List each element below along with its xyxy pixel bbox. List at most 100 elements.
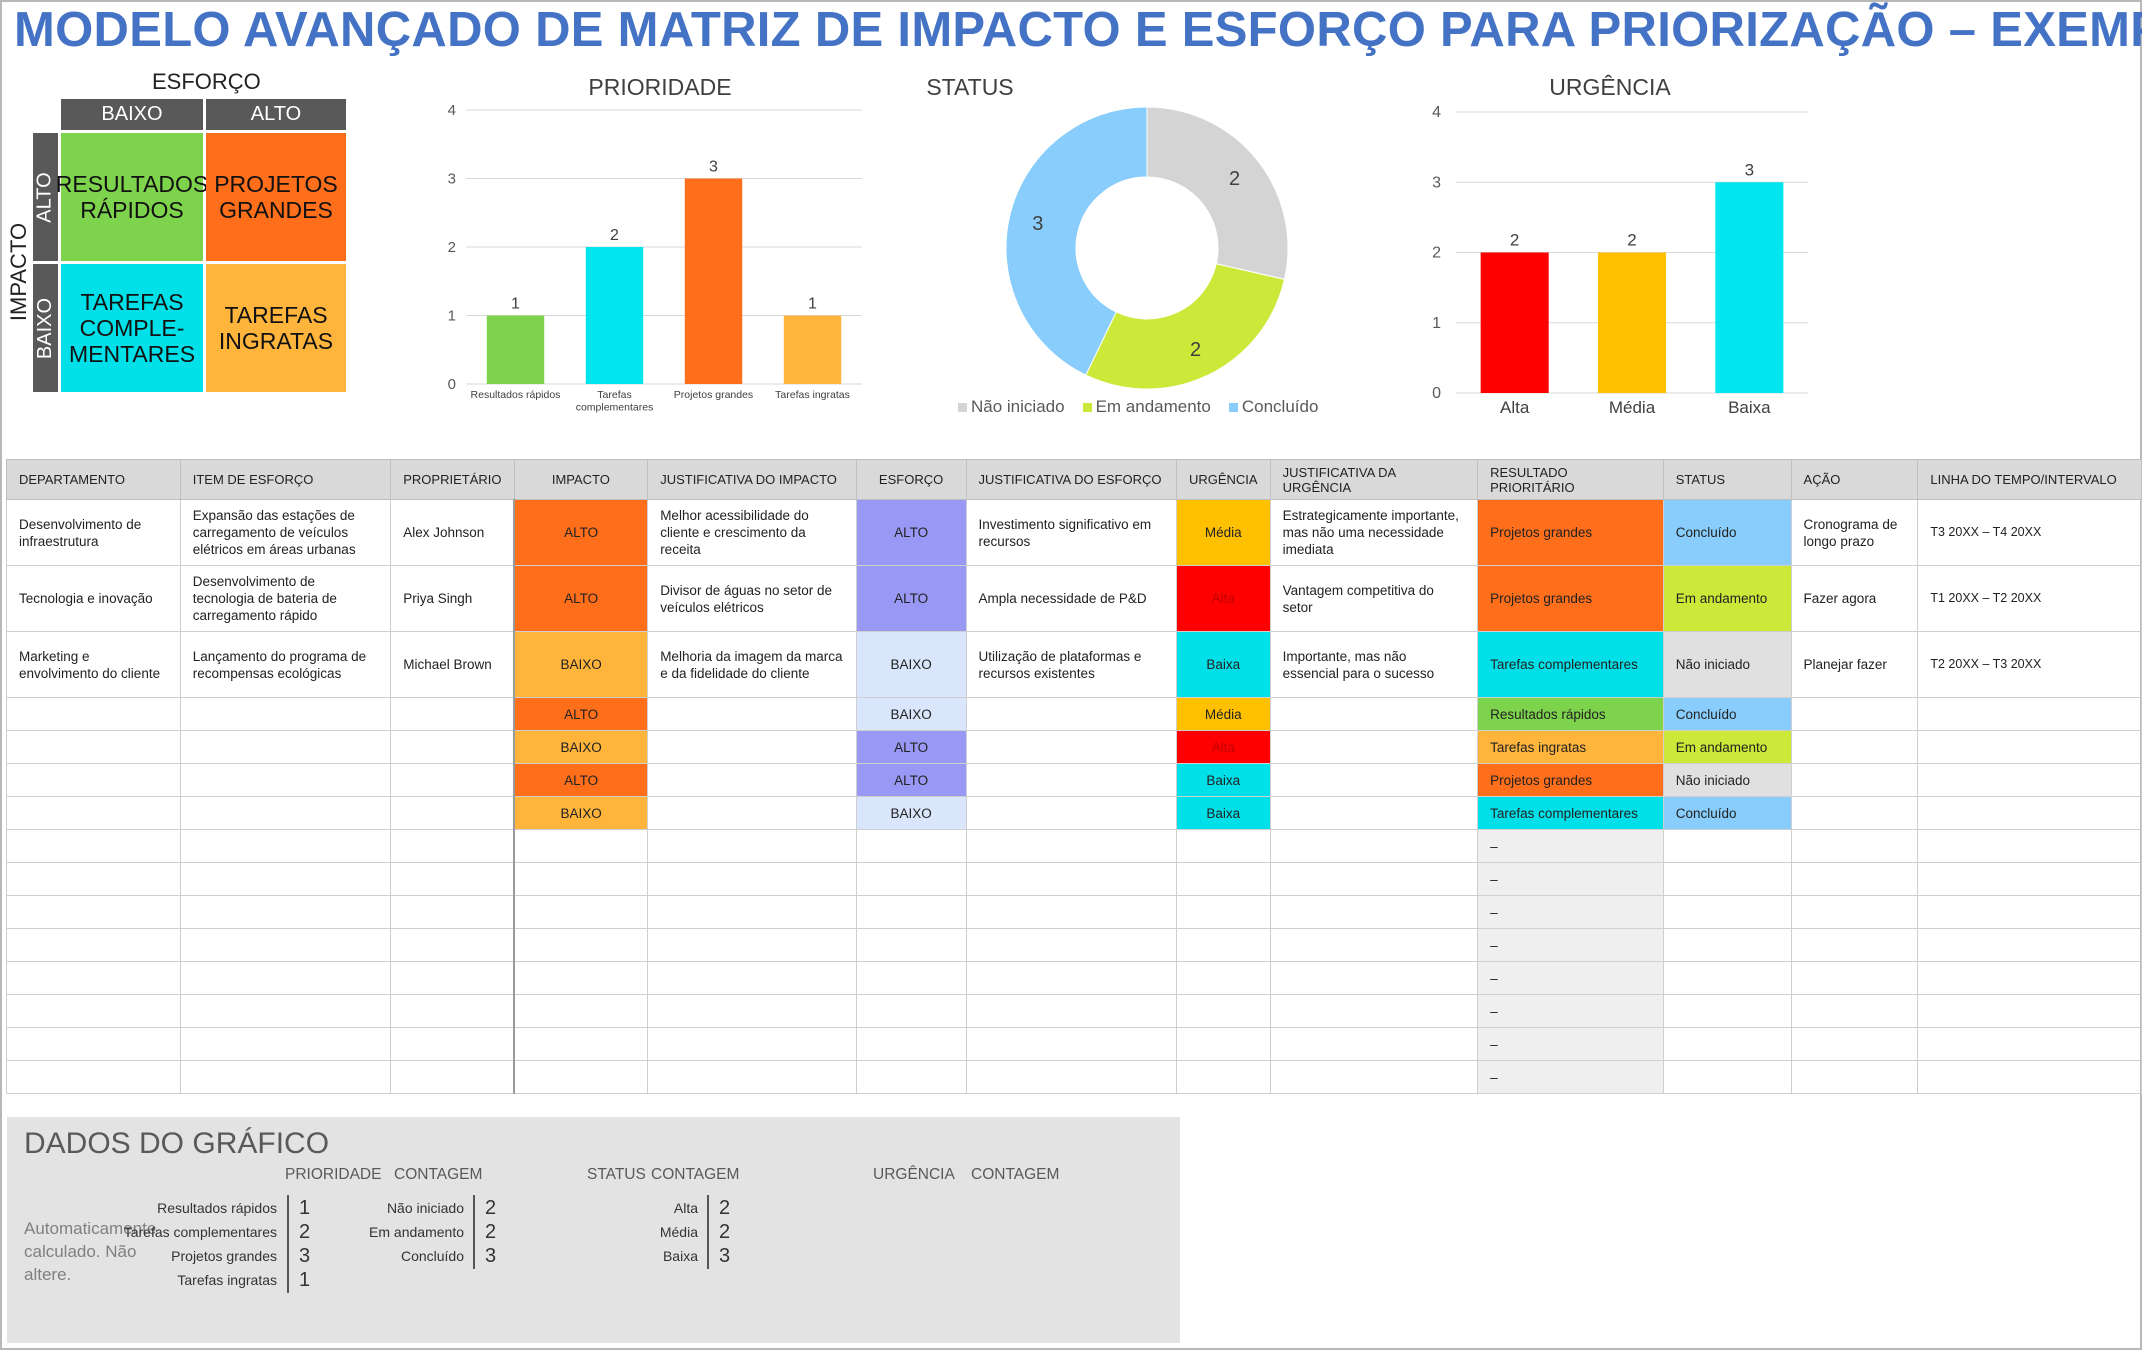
cell-status[interactable]	[1662, 928, 1792, 962]
cell-effort-justification[interactable]	[965, 1027, 1177, 1061]
cell-effort-justification[interactable]	[965, 697, 1177, 731]
cell-effort-item[interactable]: Lançamento do programa de recompensas ec…	[179, 631, 392, 698]
cell-impact[interactable]	[513, 829, 649, 863]
cell-status[interactable]: Concluído	[1662, 796, 1792, 830]
cell-status[interactable]: Não iniciado	[1662, 763, 1792, 797]
cell-effort-justification[interactable]: Investimento significativo em recursos	[965, 499, 1177, 566]
cell-effort-item[interactable]	[179, 697, 392, 731]
cell-status[interactable]	[1662, 862, 1792, 896]
cell-timeline[interactable]	[1917, 961, 2142, 995]
cell-urgency-justification[interactable]	[1269, 763, 1479, 797]
cell-department[interactable]	[6, 796, 181, 830]
cell-urgency-justification[interactable]	[1269, 697, 1479, 731]
cell-status[interactable]	[1662, 961, 1792, 995]
cell-effort-justification[interactable]	[965, 730, 1177, 764]
cell-urgency[interactable]: Alta	[1175, 730, 1271, 764]
cell-impact[interactable]	[513, 1027, 649, 1061]
cell-owner[interactable]	[390, 862, 515, 896]
cell-timeline[interactable]	[1917, 895, 2142, 929]
cell-impact-justification[interactable]: Melhoria da imagem da marca e da fidelid…	[647, 631, 857, 698]
cell-impact[interactable]: ALTO	[513, 697, 649, 731]
cell-department[interactable]	[6, 994, 181, 1028]
cell-action[interactable]	[1790, 763, 1919, 797]
cell-status[interactable]	[1662, 895, 1792, 929]
cell-owner[interactable]: Michael Brown	[390, 631, 515, 698]
cell-impact[interactable]: ALTO	[513, 565, 649, 632]
cell-effort[interactable]: ALTO	[855, 763, 967, 797]
cell-impact-justification[interactable]	[647, 697, 857, 731]
cell-impact-justification[interactable]	[647, 1060, 857, 1094]
cell-effort-item[interactable]	[179, 928, 392, 962]
cell-impact-justification[interactable]	[647, 862, 857, 896]
cell-urgency-justification[interactable]	[1269, 829, 1479, 863]
cell-department[interactable]	[6, 763, 181, 797]
cell-urgency-justification[interactable]	[1269, 994, 1479, 1028]
cell-priority-result[interactable]: –	[1477, 961, 1664, 995]
cell-effort[interactable]: ALTO	[855, 730, 967, 764]
cell-priority-result[interactable]: –	[1477, 928, 1664, 962]
cell-impact-justification[interactable]	[647, 895, 857, 929]
cell-action[interactable]	[1790, 1027, 1919, 1061]
cell-effort-justification[interactable]	[965, 796, 1177, 830]
cell-priority-result[interactable]: Tarefas ingratas	[1477, 730, 1664, 764]
cell-urgency-justification[interactable]	[1269, 1027, 1479, 1061]
cell-department[interactable]	[6, 862, 181, 896]
cell-effort[interactable]	[855, 1027, 967, 1061]
cell-status[interactable]: Em andamento	[1662, 730, 1792, 764]
cell-impact[interactable]	[513, 895, 649, 929]
cell-urgency-justification[interactable]	[1269, 796, 1479, 830]
cell-impact-justification[interactable]	[647, 994, 857, 1028]
cell-effort-justification[interactable]: Utilização de plataformas e recursos exi…	[965, 631, 1177, 698]
cell-urgency-justification[interactable]	[1269, 928, 1479, 962]
cell-effort[interactable]	[855, 928, 967, 962]
cell-owner[interactable]	[390, 961, 515, 995]
cell-action[interactable]	[1790, 862, 1919, 896]
cell-department[interactable]	[6, 730, 181, 764]
cell-effort-justification[interactable]	[965, 895, 1177, 929]
cell-effort-item[interactable]: Desenvolvimento de tecnologia de bateria…	[179, 565, 392, 632]
cell-status[interactable]: Não iniciado	[1662, 631, 1792, 698]
cell-department[interactable]	[6, 1060, 181, 1094]
cell-urgency[interactable]	[1175, 961, 1271, 995]
cell-effort-item[interactable]	[179, 763, 392, 797]
cell-urgency-justification[interactable]	[1269, 961, 1479, 995]
cell-effort-justification[interactable]	[965, 961, 1177, 995]
cell-owner[interactable]	[390, 895, 515, 929]
cell-effort[interactable]	[855, 1060, 967, 1094]
cell-action[interactable]	[1790, 796, 1919, 830]
cell-priority-result[interactable]: –	[1477, 994, 1664, 1028]
cell-effort-justification[interactable]	[965, 1060, 1177, 1094]
cell-effort-item[interactable]	[179, 796, 392, 830]
cell-owner[interactable]	[390, 928, 515, 962]
cell-effort[interactable]: ALTO	[855, 565, 967, 632]
cell-owner[interactable]	[390, 796, 515, 830]
cell-priority-result[interactable]: Projetos grandes	[1477, 763, 1664, 797]
cell-status[interactable]	[1662, 994, 1792, 1028]
cell-impact[interactable]: ALTO	[513, 499, 649, 566]
cell-effort[interactable]: ALTO	[855, 499, 967, 566]
cell-action[interactable]: Fazer agora	[1790, 565, 1919, 632]
cell-action[interactable]	[1790, 994, 1919, 1028]
cell-department[interactable]: Marketing e envolvimento do cliente	[6, 631, 181, 698]
cell-impact[interactable]	[513, 1060, 649, 1094]
cell-department[interactable]	[6, 1027, 181, 1061]
cell-action[interactable]: Planejar fazer	[1790, 631, 1919, 698]
cell-owner[interactable]	[390, 1027, 515, 1061]
cell-priority-result[interactable]: Projetos grandes	[1477, 565, 1664, 632]
cell-action[interactable]	[1790, 961, 1919, 995]
cell-timeline[interactable]: T2 20XX – T3 20XX	[1917, 631, 2142, 698]
cell-owner[interactable]: Priya Singh	[390, 565, 515, 632]
cell-urgency[interactable]	[1175, 994, 1271, 1028]
cell-effort-justification[interactable]	[965, 862, 1177, 896]
cell-urgency[interactable]: Média	[1175, 499, 1271, 566]
cell-impact-justification[interactable]	[647, 796, 857, 830]
cell-priority-result[interactable]: Projetos grandes	[1477, 499, 1664, 566]
cell-impact-justification[interactable]: Divisor de águas no setor de veículos el…	[647, 565, 857, 632]
cell-impact-justification[interactable]: Melhor acessibilidade do cliente e cresc…	[647, 499, 857, 566]
cell-effort-item[interactable]	[179, 1027, 392, 1061]
cell-effort-item[interactable]	[179, 994, 392, 1028]
cell-timeline[interactable]	[1917, 1027, 2142, 1061]
cell-impact-justification[interactable]	[647, 928, 857, 962]
cell-department[interactable]	[6, 895, 181, 929]
cell-effort[interactable]	[855, 961, 967, 995]
